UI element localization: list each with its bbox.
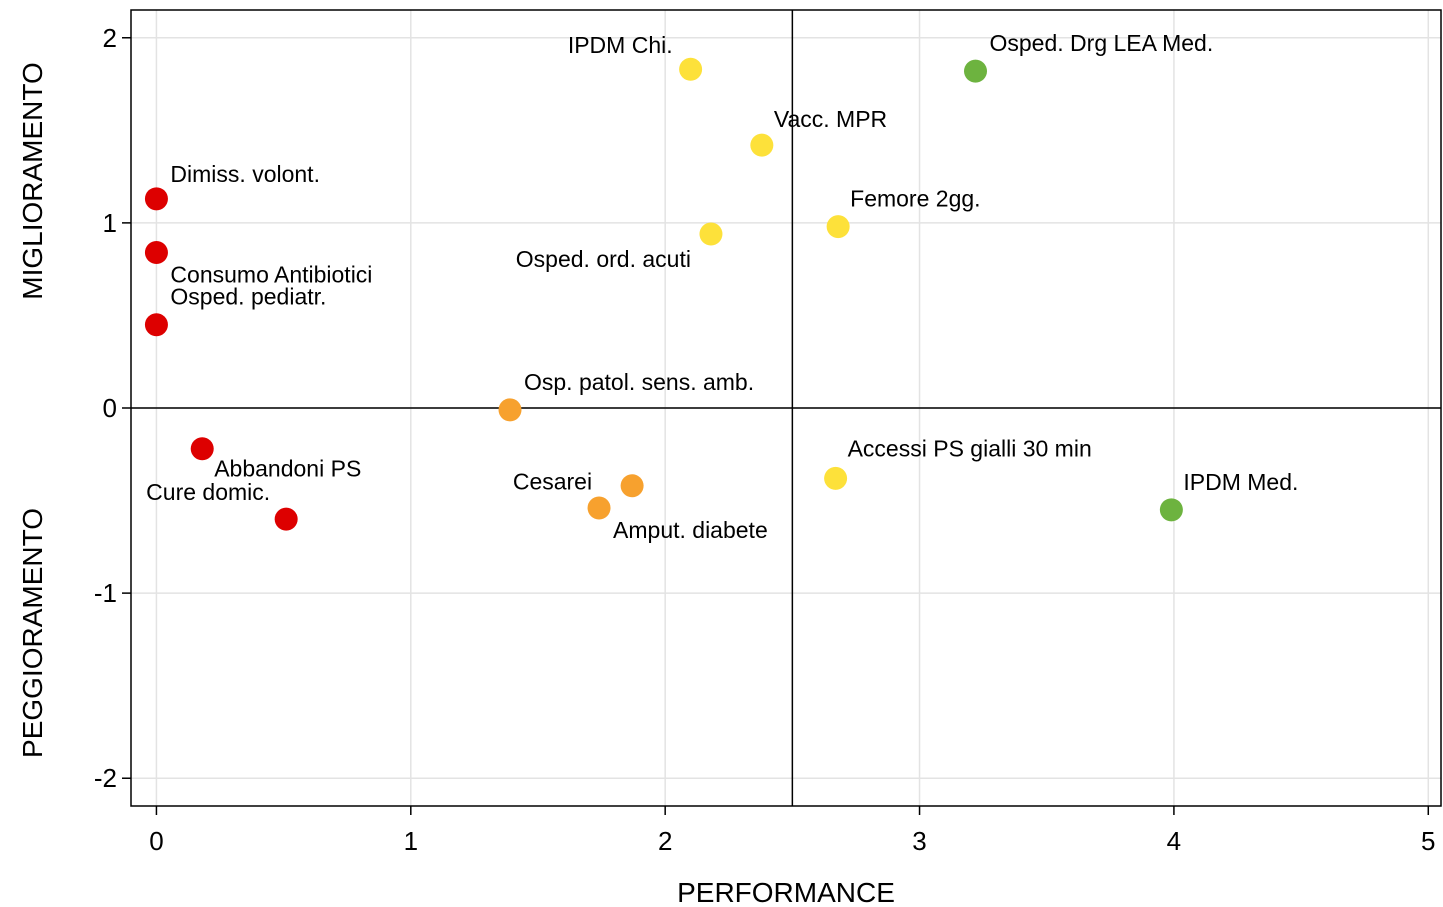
data-point bbox=[144, 241, 168, 265]
point-label: Vacc. MPR bbox=[774, 106, 887, 132]
point-label: Osped. pediatr. bbox=[170, 284, 326, 310]
y-tick-label: 2 bbox=[103, 23, 117, 53]
y-axis-title-top: MIGLIORAMENTO bbox=[17, 62, 48, 300]
point-label: Osp. patol. sens. amb. bbox=[524, 369, 754, 395]
data-point bbox=[498, 398, 522, 422]
x-tick-label: 3 bbox=[912, 826, 926, 856]
x-axis-title: PERFORMANCE bbox=[677, 877, 895, 907]
data-point bbox=[274, 507, 298, 531]
x-tick-label: 5 bbox=[1421, 826, 1435, 856]
point-label: Osped. ord. acuti bbox=[516, 246, 691, 272]
data-point bbox=[620, 474, 644, 498]
point-label: Femore 2gg. bbox=[850, 186, 980, 212]
y-tick-label: 1 bbox=[103, 208, 117, 238]
x-tick-label: 1 bbox=[404, 826, 418, 856]
y-axis-title-bottom: PEGGIORAMENTO bbox=[17, 508, 48, 758]
y-tick-label: 0 bbox=[103, 393, 117, 423]
data-point bbox=[824, 466, 848, 490]
data-point bbox=[144, 187, 168, 211]
point-label: Abbandoni PS bbox=[214, 456, 361, 482]
point-labels: IPDM Chi. Osped. Drg LEA Med. Vacc. MPR Dim… bbox=[146, 30, 1298, 543]
point-label: Accessi PS gialli 30 min bbox=[848, 435, 1092, 461]
point-label: IPDM Med. bbox=[1183, 469, 1298, 495]
point-label: Dimiss. volont. bbox=[170, 161, 320, 187]
data-point bbox=[190, 437, 214, 461]
data-point bbox=[964, 59, 988, 83]
data-point bbox=[750, 133, 774, 157]
data-point bbox=[1159, 498, 1183, 522]
point-label: Osped. Drg LEA Med. bbox=[990, 30, 1214, 56]
data-point bbox=[587, 496, 611, 520]
x-tick-label: 2 bbox=[658, 826, 672, 856]
axis-ticks: 0 1 2 3 4 5 -2 -1 0 1 2 bbox=[94, 23, 1436, 856]
data-points bbox=[144, 57, 1183, 531]
data-point bbox=[826, 215, 850, 239]
point-label: IPDM Chi. bbox=[568, 32, 673, 58]
x-tick-label: 4 bbox=[1167, 826, 1181, 856]
point-label: Consumo Antibiotici bbox=[170, 262, 372, 288]
y-tick-label: -2 bbox=[94, 763, 117, 793]
data-point bbox=[679, 57, 703, 81]
x-tick-label: 0 bbox=[149, 826, 163, 856]
reference-lines bbox=[131, 10, 1441, 806]
data-point bbox=[144, 313, 168, 337]
y-tick-label: -1 bbox=[94, 578, 117, 608]
point-label: Cesarei bbox=[513, 469, 592, 495]
data-point bbox=[699, 222, 723, 246]
point-label: Cure domic. bbox=[146, 479, 270, 505]
point-label: Amput. diabete bbox=[613, 517, 768, 543]
